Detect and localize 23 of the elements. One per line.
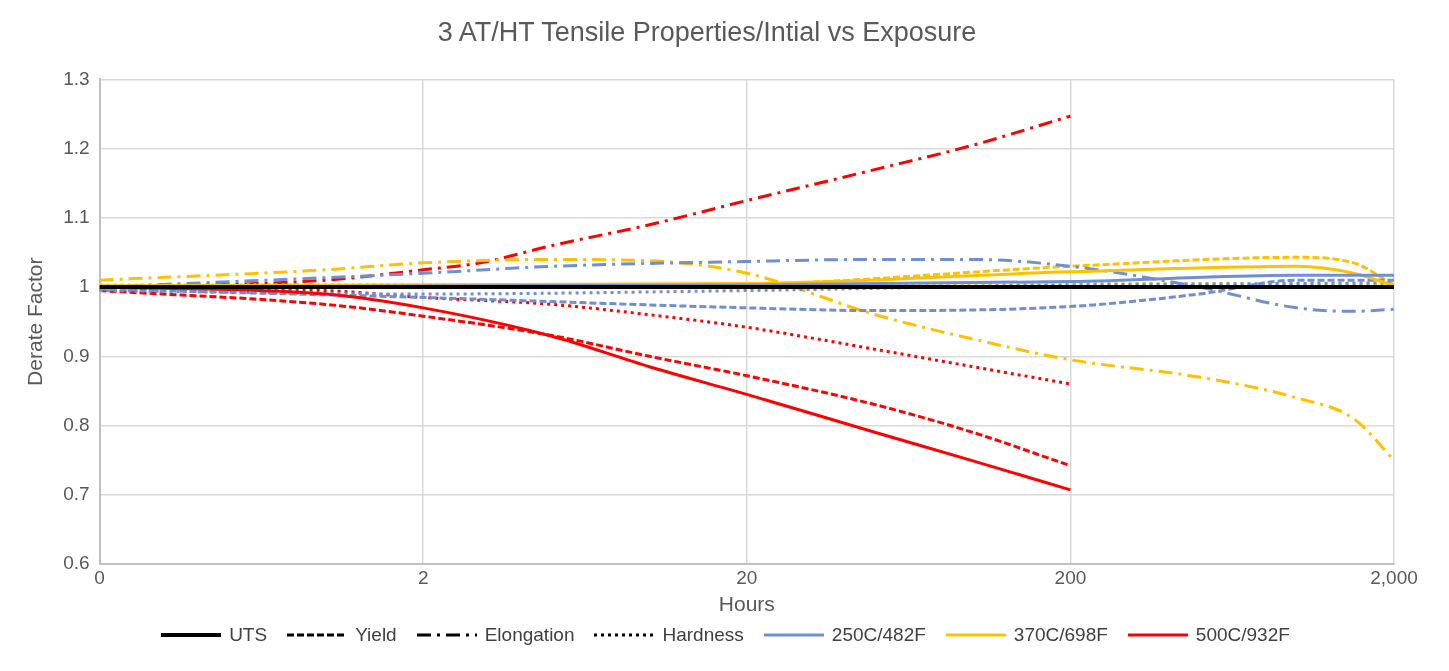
chart-title: 3 AT/HT Tensile Properties/Intial vs Exposure [437, 16, 977, 47]
legend-label: 500C/932F [1195, 624, 1290, 646]
x-tick-label: 20 [736, 566, 758, 588]
text: Elongation [484, 624, 575, 646]
y-tick-label: 0.9 [63, 344, 90, 366]
legend-label: UTS [229, 624, 268, 646]
x-tick-label: 200 [1054, 566, 1087, 588]
y-tick-label: 1.2 [63, 136, 90, 158]
y-tick-label: 1 [79, 275, 90, 297]
y-tick-label: 1.3 [63, 67, 90, 89]
legend-label: 370C/698F [1013, 624, 1108, 646]
y-axis-title: Derate Factor [23, 257, 47, 386]
legend-label: 250C/482F [831, 624, 926, 646]
text: Yield [355, 624, 397, 646]
x-axis-title: Hours [718, 592, 775, 616]
y-tick-label: 1.1 [63, 206, 90, 228]
x-tick-label: 0 [94, 566, 105, 588]
text: Hardness [662, 624, 744, 646]
x-tick-label: 2 [417, 566, 429, 588]
y-tick-label: 0.8 [63, 413, 90, 435]
y-tick-label: 0.7 [63, 483, 90, 505]
x-tick-label: 2,000 [1370, 566, 1418, 588]
y-tick-label: 0.6 [63, 552, 90, 574]
